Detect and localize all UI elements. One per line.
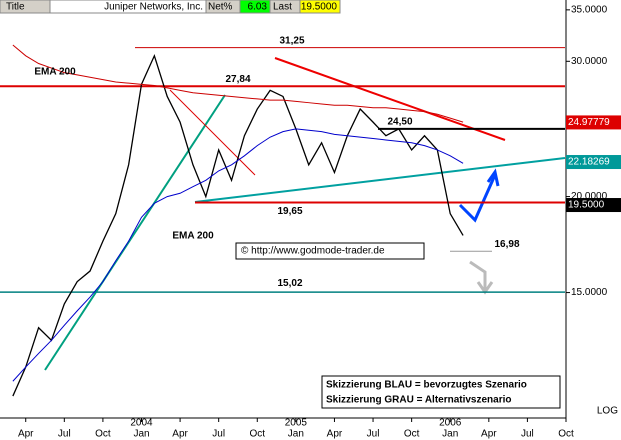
y-tick-label: 30.0000 <box>571 56 608 67</box>
price-tag-label: 19.5000 <box>568 200 605 211</box>
x-tick-label: Apr <box>172 429 188 440</box>
series-line <box>12 53 464 397</box>
year-label: 2004 <box>130 418 153 429</box>
series-line <box>12 44 464 123</box>
year-label: 2005 <box>285 418 308 429</box>
x-tick-label: Oct <box>95 429 111 440</box>
level-label: 27,84 <box>225 74 250 85</box>
header-bar: Title Juniper Networks, Inc. Net% 6.03 L… <box>0 0 341 14</box>
x-tick-label: Jul <box>212 429 225 440</box>
y-tick-label: 20.0000 <box>571 191 608 202</box>
x-tick-label: Apr <box>327 429 343 440</box>
year-label: 2006 <box>439 418 462 429</box>
y-tick-label: 35.0000 <box>571 5 608 16</box>
level-label: 24,50 <box>387 117 412 128</box>
level-label: 31,25 <box>279 35 304 46</box>
x-tick-label: Apr <box>18 429 34 440</box>
header-net-label: Net% <box>208 2 233 13</box>
price-tag-label: 24.97779 <box>568 117 610 128</box>
source: © http://www.godmode-trader.de <box>241 246 385 257</box>
trend-lines <box>44 57 566 371</box>
note: Skizzierung BLAU = bevorzugtes Szenario <box>326 380 527 391</box>
note: Skizzierung GRAU = Alternativszenario <box>326 395 512 406</box>
level-label: 16,98 <box>494 239 519 250</box>
x-tick-label: Oct <box>404 429 420 440</box>
level-label: 19,65 <box>277 206 302 217</box>
header-last: 19.5000 <box>301 2 338 13</box>
price-tag-label: 22.18269 <box>568 157 610 168</box>
notes-box <box>321 375 561 409</box>
price-tag <box>566 155 621 170</box>
x-tick-label: Jan <box>442 429 458 440</box>
x-tick-label: Jan <box>133 429 149 440</box>
x-tick-label: Jul <box>58 429 71 440</box>
price-tag <box>566 115 621 130</box>
series-label: EMA 200 <box>34 67 76 78</box>
header-title: Juniper Networks, Inc. <box>104 2 203 13</box>
x-tick-label: Apr <box>481 429 497 440</box>
x-tick-label: Jan <box>288 429 304 440</box>
header-last-label: Last <box>273 2 292 13</box>
source-box <box>235 242 425 260</box>
y-tick-label: 15.0000 <box>571 287 608 298</box>
header-title-label: Title <box>6 2 25 13</box>
x-tick-label: Jul <box>521 429 534 440</box>
x-tick-label: Jul <box>367 429 380 440</box>
series-line <box>12 128 464 382</box>
header-net: 6.03 <box>248 2 268 13</box>
x-tick-label: Oct <box>249 429 265 440</box>
series-label: EMA 200 <box>172 231 214 242</box>
x-tick-label: Oct <box>558 429 574 440</box>
scale-label: LOG <box>597 406 618 417</box>
level-label: 15,02 <box>277 278 302 289</box>
price-tag <box>566 198 621 213</box>
